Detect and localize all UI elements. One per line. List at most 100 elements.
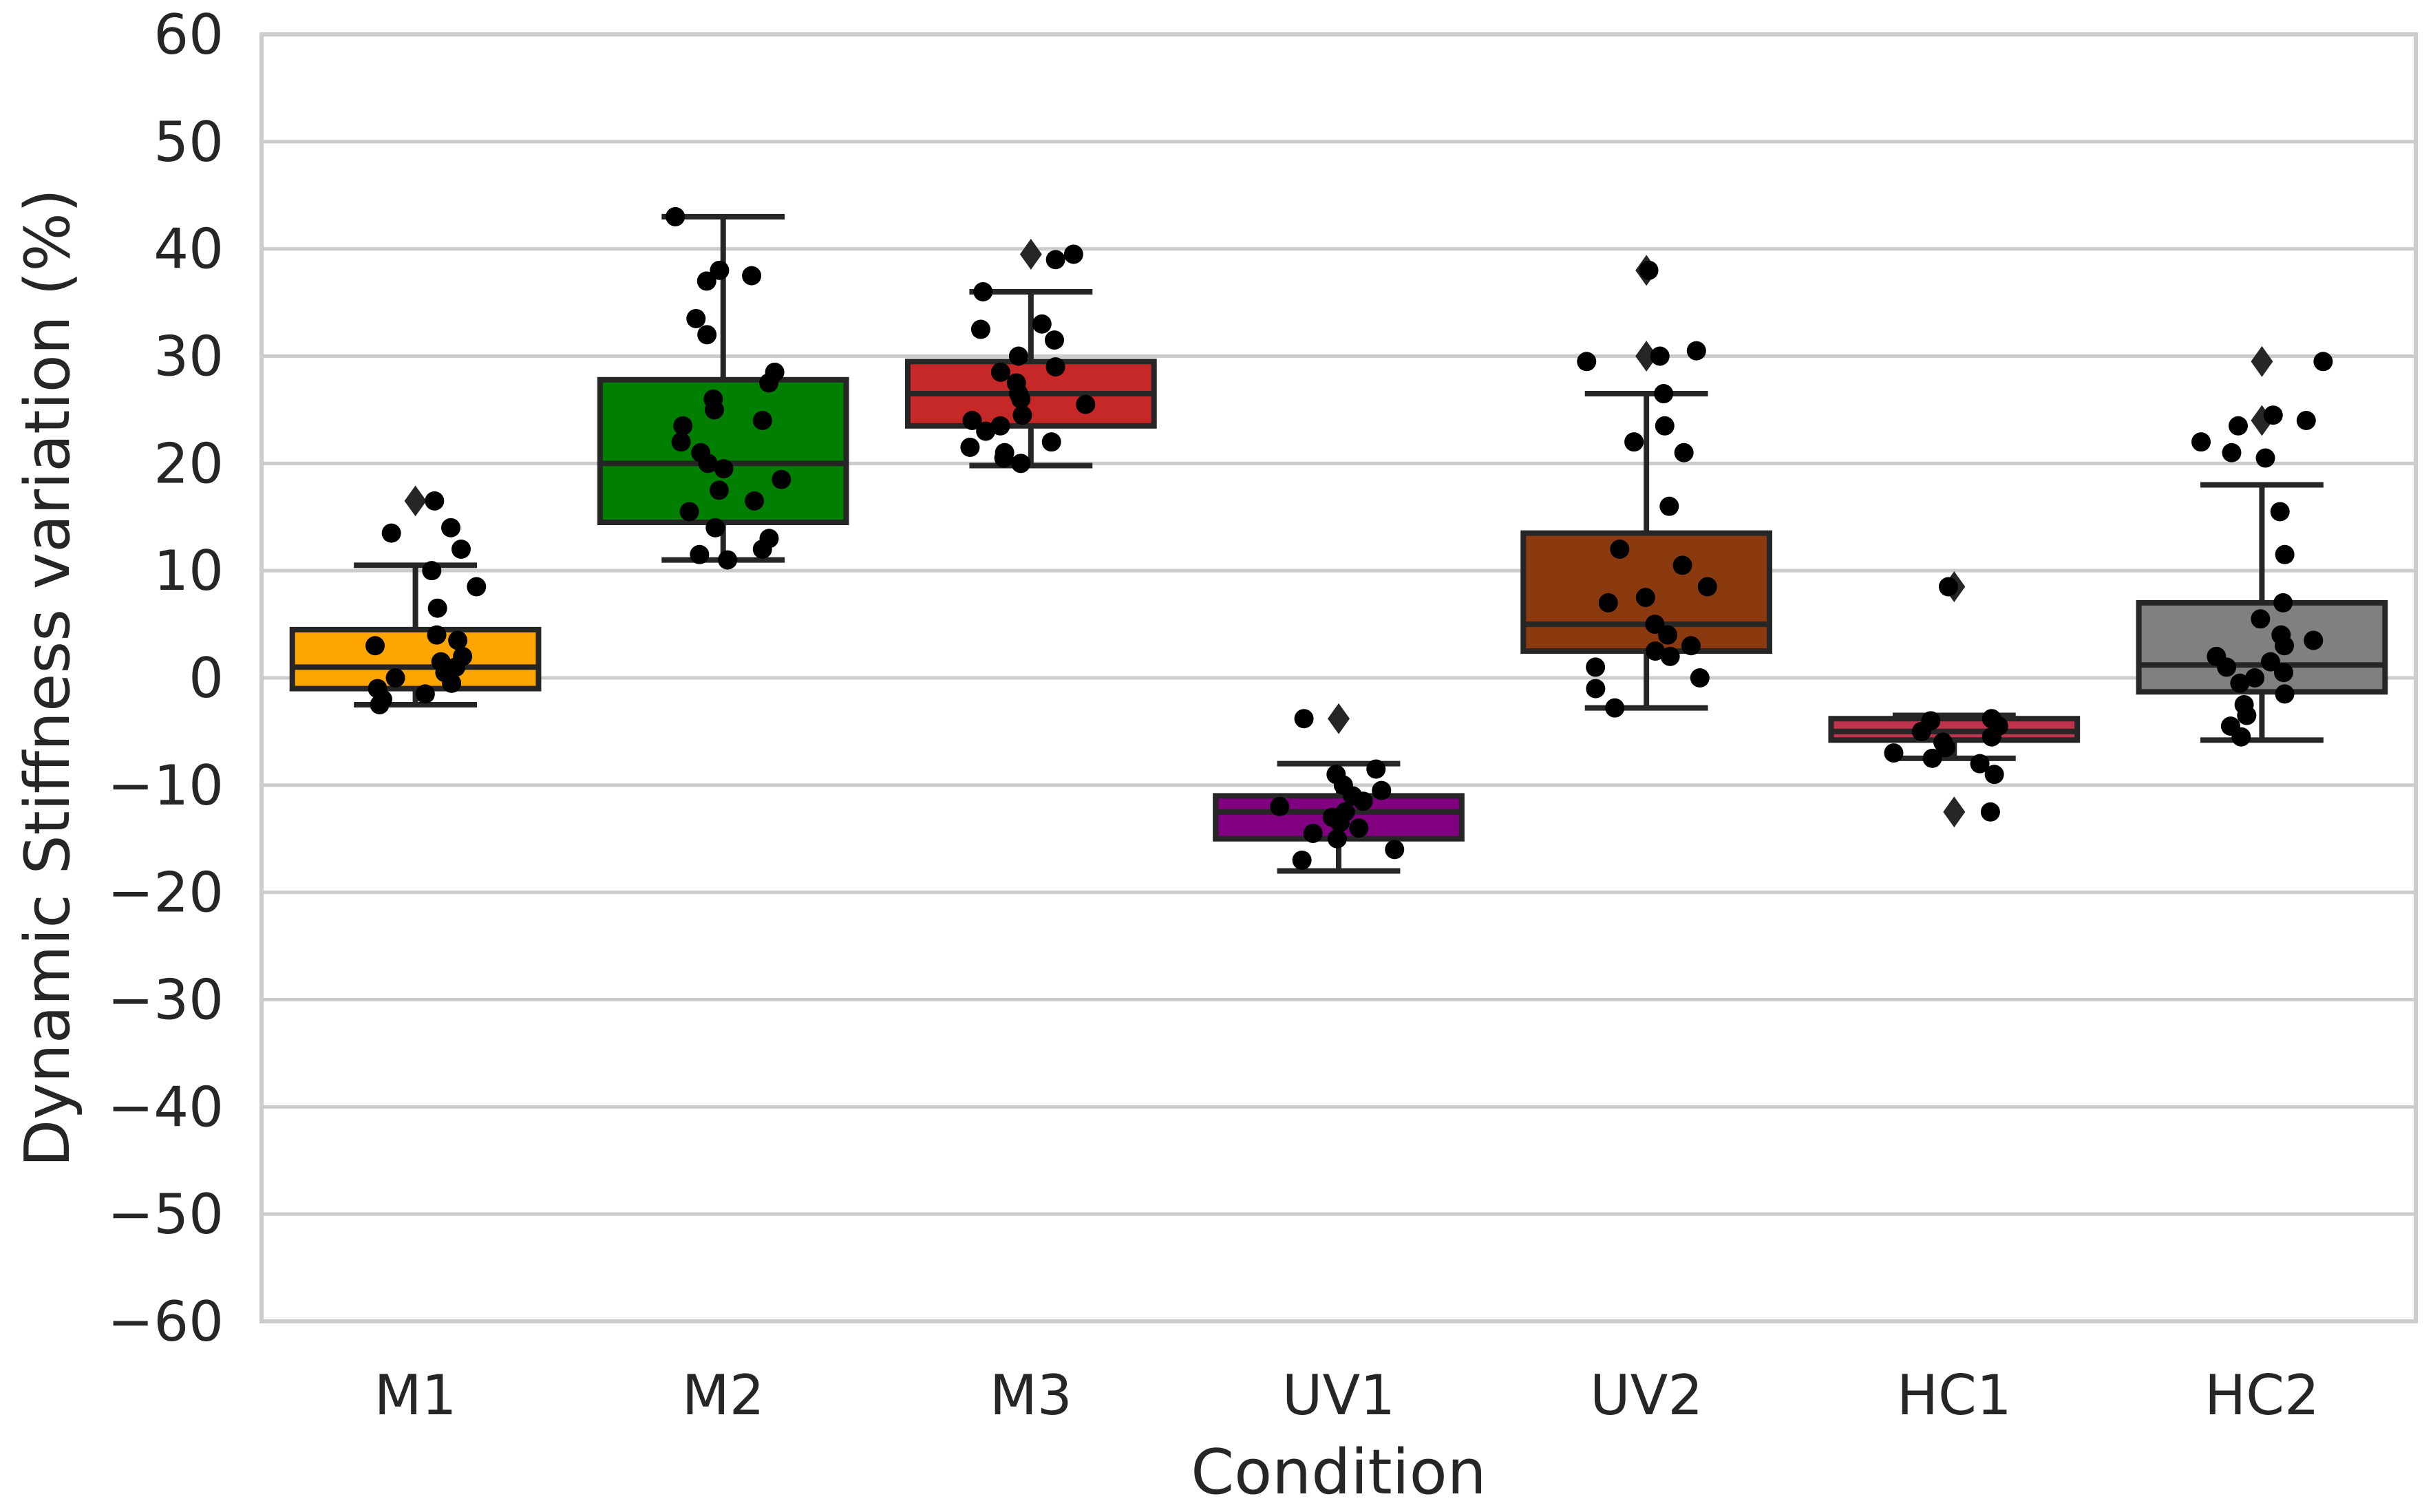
data-point (1045, 250, 1065, 270)
box-iqr (289, 626, 542, 692)
data-point (1686, 341, 1706, 361)
data-point (1011, 389, 1031, 409)
data-point (1674, 443, 1694, 462)
data-point (1635, 588, 1655, 608)
data-point (1577, 352, 1597, 372)
data-point (671, 432, 691, 452)
data-point (1646, 641, 1666, 661)
x-axis-tick-labels: M1 M2 M3 UV1 UV2 HC1 HC2 (374, 1363, 2319, 1427)
data-point (2263, 405, 2283, 425)
data-point (425, 491, 445, 511)
data-point (962, 411, 982, 430)
y-tick-label: −40 (107, 1075, 224, 1139)
data-point (698, 454, 718, 473)
data-point (973, 282, 993, 301)
data-point (976, 421, 996, 441)
data-point (1658, 625, 1678, 645)
data-point (427, 625, 447, 645)
data-point (1645, 615, 1665, 635)
data-point (709, 480, 729, 500)
outlier-marker (1019, 239, 1042, 270)
data-point (704, 400, 724, 420)
outlier-marker (2251, 345, 2273, 377)
data-point (442, 673, 462, 693)
data-point (714, 459, 734, 479)
box-m1 (289, 485, 542, 707)
data-point (1270, 797, 1290, 816)
data-point (1938, 577, 1958, 597)
y-tick-label: −10 (107, 754, 224, 818)
data-point (365, 636, 385, 656)
data-point (673, 416, 693, 436)
data-point (970, 319, 990, 339)
x-tick-label: M2 (682, 1363, 765, 1427)
outlier-marker (1943, 796, 1966, 828)
data-point (1292, 850, 1312, 870)
data-point (1884, 743, 1904, 763)
data-point (1660, 646, 1680, 666)
data-point (666, 206, 686, 226)
x-tick-label: M1 (374, 1363, 457, 1427)
data-point (994, 448, 1014, 468)
data-point (697, 325, 717, 345)
data-point (1911, 721, 1931, 741)
data-point (1385, 840, 1405, 860)
data-point (1654, 384, 1674, 404)
data-point (710, 260, 730, 280)
y-tick-label: −30 (107, 968, 224, 1032)
data-point (705, 518, 725, 537)
data-point (1984, 765, 2004, 785)
data-point (1063, 244, 1083, 264)
data-point (1659, 496, 1679, 516)
data-point (2237, 705, 2257, 725)
x-tick-label: HC2 (2204, 1363, 2319, 1427)
data-point (1605, 698, 1625, 718)
data-point (772, 469, 791, 489)
data-point (2228, 416, 2248, 436)
y-tick-label: 10 (153, 539, 224, 603)
x-tick-label: M3 (990, 1363, 1072, 1427)
x-axis-title: Condition (1191, 1436, 1486, 1509)
y-tick-label: 50 (153, 110, 224, 174)
data-point (1624, 432, 1644, 452)
data-point (1076, 394, 1096, 414)
data-point (1327, 829, 1347, 849)
y-tick-label: −60 (107, 1290, 224, 1354)
data-point (448, 630, 468, 650)
data-point (1935, 738, 1955, 758)
data-point (1012, 405, 1032, 425)
plot-frame (259, 32, 2418, 1323)
box-iqr (597, 376, 849, 526)
data-point (1586, 679, 1606, 699)
y-tick-label: 20 (153, 432, 224, 496)
y-tick-label: 30 (153, 325, 224, 389)
data-point (2230, 673, 2250, 693)
data-point (1610, 540, 1630, 559)
data-point (1690, 668, 1710, 688)
data-point (1011, 454, 1031, 473)
data-point (679, 502, 699, 522)
data-point (427, 598, 447, 618)
data-point (1655, 416, 1675, 436)
data-point (1639, 260, 1659, 280)
data-point (759, 373, 779, 393)
data-point (2273, 663, 2293, 683)
data-point (1045, 330, 1065, 350)
data-point (1045, 357, 1065, 377)
data-point (2273, 593, 2293, 613)
outlier-marker (404, 485, 427, 517)
outlier-marker (1635, 341, 1658, 372)
data-point (1353, 791, 1373, 811)
x-tick-label: UV2 (1590, 1363, 1703, 1427)
y-tick-label: −50 (107, 1182, 224, 1246)
y-axis-tick-labels: −60 −50 −40 −30 −20 −10 0 10 20 30 40 50 60 (107, 3, 224, 1354)
data-point (1032, 314, 1052, 334)
data-point (752, 540, 772, 559)
data-point (742, 266, 762, 286)
data-point (2296, 411, 2316, 430)
data-point (745, 491, 765, 511)
data-point (1681, 636, 1701, 656)
data-point (2270, 502, 2290, 522)
data-point (1672, 555, 1692, 575)
